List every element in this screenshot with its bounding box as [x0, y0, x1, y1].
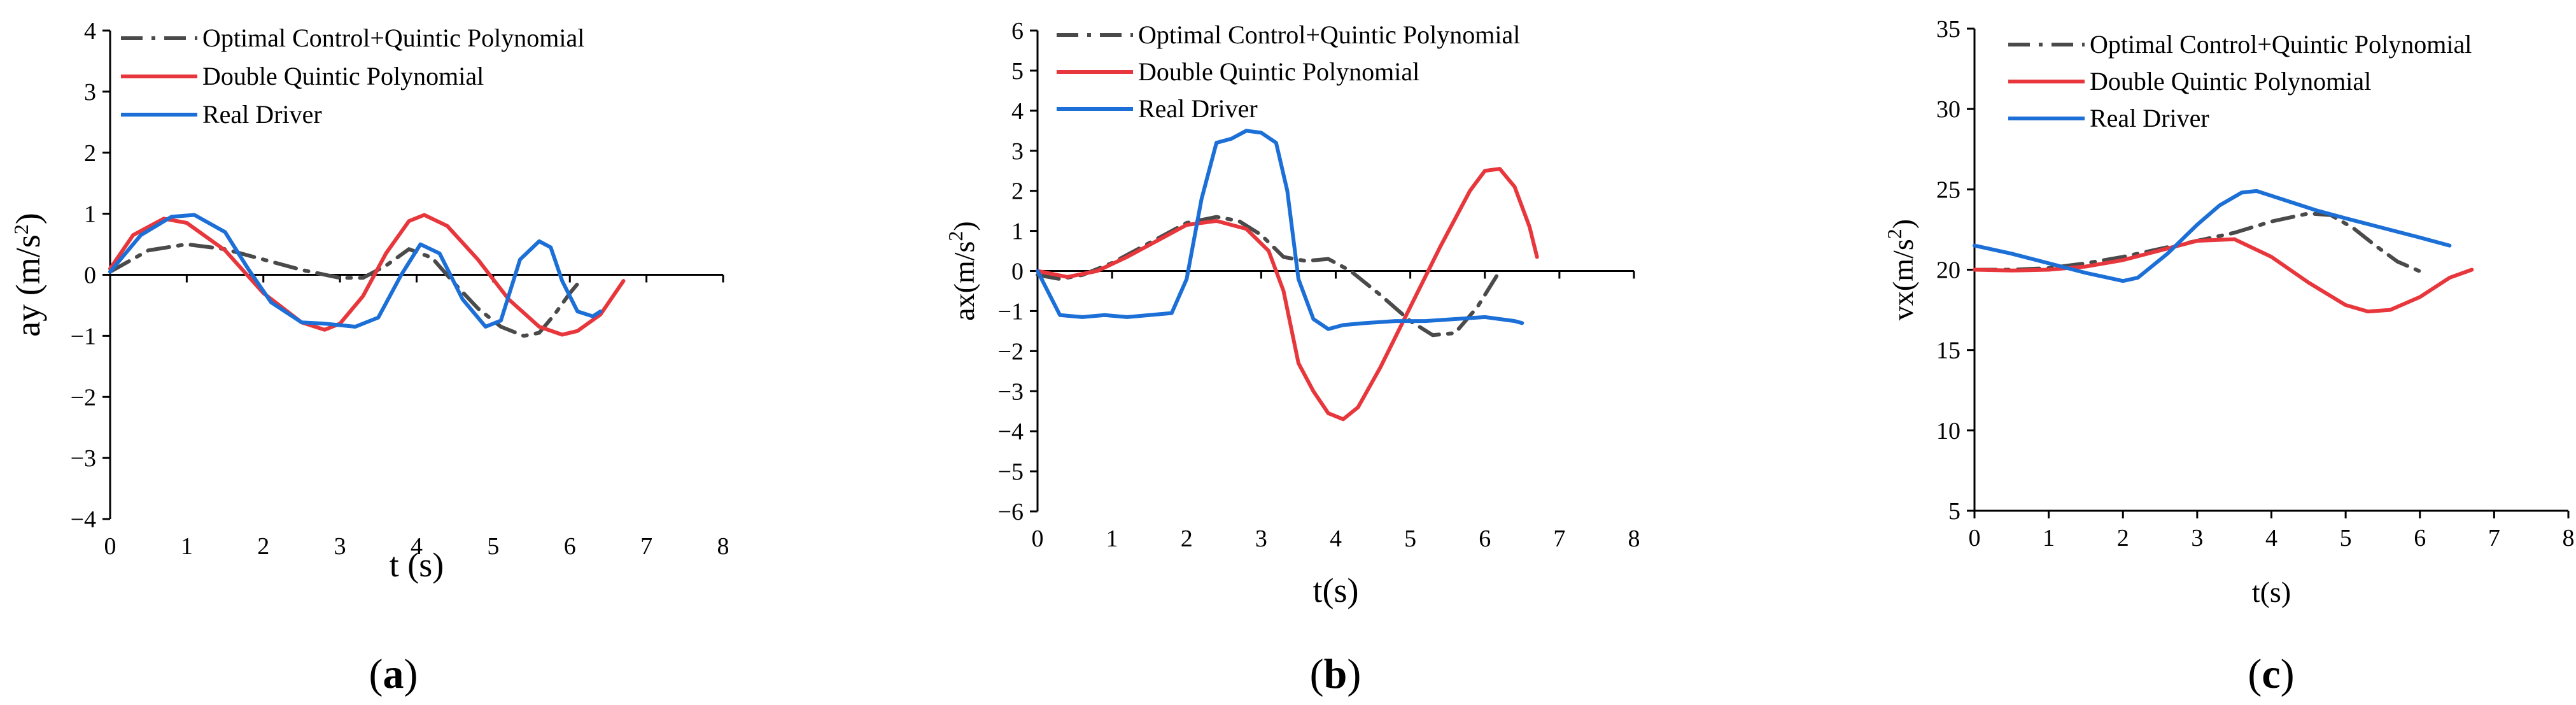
x-tick-label: 3 [334, 533, 346, 560]
series-line-optimal [108, 242, 580, 338]
chart-panel-b: −6 −5 −4 −3 −2 −1 0 1 2 3 4 5 6 0 1 2 3 4 5 6 7 8 t(s) ax(m/s2)… [944, 18, 1640, 697]
y-tick-label: 3 [1011, 138, 1024, 165]
legend-label-driver: Real Driver [1138, 94, 1258, 123]
x-axis-label: t (s) [390, 546, 444, 584]
series-line-double [1036, 167, 1539, 422]
y-axis-label: vx(m/s2) [1883, 219, 1919, 320]
x-tick-label: 7 [1553, 525, 1565, 552]
y-tick-label: −1 [998, 298, 1024, 325]
y-tick-label: 10 [1936, 418, 1960, 445]
y-tick-label: 4 [84, 18, 96, 45]
y-tick-label: 1 [84, 201, 96, 228]
y-tick-label: 3 [84, 79, 96, 106]
y-tick-label: 25 [1936, 176, 1960, 203]
y-tick-label: 4 [1011, 98, 1024, 125]
x-tick-label: 2 [257, 533, 269, 560]
chart-panel-c: 5 10 15 20 25 30 35 0 1 2 3 4 5 6 7 8 t(s) vx(m/s2) Optima… [1883, 16, 2575, 697]
x-tick-label: 8 [2563, 525, 2575, 552]
x-tick-label: 1 [181, 533, 193, 560]
y-tick-label: 15 [1936, 338, 1960, 364]
x-tick-label: 4 [1330, 525, 1342, 552]
x-tick-label: 8 [717, 533, 729, 560]
y-tick-label: 0 [84, 262, 96, 289]
x-tick-label: 3 [1255, 525, 1267, 552]
y-tick-label: −4 [71, 506, 96, 533]
series-line-driver [1036, 129, 1524, 331]
x-tick-label: 5 [487, 533, 499, 560]
x-tick-label: 6 [564, 533, 576, 560]
x-tick-label: 0 [104, 533, 116, 560]
panel-caption: (b) [1310, 651, 1362, 697]
legend-label-optimal: Optimal Control+Quintic Polynomial [1138, 20, 1520, 49]
legend-label-driver: Real Driver [202, 100, 322, 129]
y-tick-label: −4 [998, 418, 1024, 445]
series-line-driver [108, 213, 603, 329]
y-tick-label: −5 [998, 459, 1024, 485]
y-tick-label: 6 [1011, 18, 1024, 45]
y-tick-label: −2 [998, 338, 1024, 365]
x-tick-label: 6 [2414, 525, 2426, 552]
legend-label-double: Double Quintic Polynomial [2090, 67, 2371, 96]
y-tick-label: 2 [84, 140, 96, 167]
x-tick-label: 0 [1032, 525, 1044, 552]
y-tick-label: 30 [1936, 96, 1960, 123]
series-line-double [1973, 237, 2474, 314]
y-tick-label: −3 [998, 378, 1024, 405]
legend-label-driver: Real Driver [2090, 104, 2209, 132]
x-tick-label: 4 [2265, 525, 2277, 552]
y-tick-label: −6 [998, 499, 1024, 525]
y-tick-label: −1 [71, 323, 96, 350]
x-tick-label: 8 [1628, 525, 1640, 552]
x-axis-label: t(s) [1313, 571, 1359, 609]
y-axis-label: ay (m/s2) [9, 213, 47, 336]
y-tick-label: 2 [1011, 178, 1024, 205]
y-tick-label: 0 [1011, 259, 1024, 285]
x-tick-label: 2 [1181, 525, 1193, 552]
y-tick-label: 35 [1936, 16, 1960, 43]
y-tick-label: 1 [1011, 218, 1024, 245]
x-tick-label: 7 [640, 533, 652, 560]
series-line-optimal [1036, 215, 1502, 338]
x-tick-label: 0 [1969, 525, 1981, 552]
chart-panel-a: −4 −3 −2 −1 0 1 2 3 4 0 1 2 3 4 5 6 7 8 t (s) ay (m/s2) Opti… [9, 18, 729, 697]
legend-label-double: Double Quintic Polynomial [202, 62, 484, 90]
series-line-double [108, 213, 626, 337]
x-tick-label: 1 [1106, 525, 1118, 552]
y-tick-label: −2 [71, 384, 96, 411]
series-line-driver [1973, 189, 2452, 283]
y-tick-label: 5 [1948, 498, 1960, 525]
x-tick-label: 3 [2191, 525, 2203, 552]
panel-caption: (c) [2248, 651, 2294, 697]
legend-label-optimal: Optimal Control+Quintic Polynomial [202, 24, 584, 52]
x-tick-label: 6 [1479, 525, 1491, 552]
x-axis-label: t(s) [2252, 576, 2291, 608]
panel-caption: (a) [369, 651, 418, 697]
x-tick-label: 1 [2043, 525, 2055, 552]
x-tick-label: 5 [1404, 525, 1416, 552]
y-tick-label: 5 [1011, 58, 1024, 85]
y-tick-label: 20 [1936, 257, 1960, 284]
x-tick-label: 4 [411, 533, 423, 560]
y-axis-label: ax(m/s2) [944, 221, 980, 321]
x-tick-label: 7 [2488, 525, 2500, 552]
legend-label-double: Double Quintic Polynomial [1138, 57, 1419, 86]
y-tick-label: −3 [71, 445, 96, 472]
legend-label-optimal: Optimal Control+Quintic Polynomial [2090, 30, 2472, 59]
x-tick-label: 2 [2117, 525, 2129, 552]
x-tick-label: 5 [2340, 525, 2352, 552]
